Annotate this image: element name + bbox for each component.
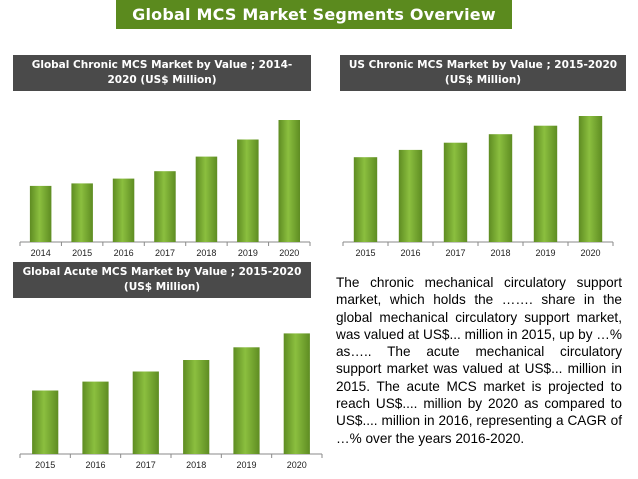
bar-2017 — [443, 142, 468, 242]
bar-2020 — [283, 333, 310, 454]
x-tick-label: 2016 — [114, 248, 134, 258]
x-tick-label: 2017 — [136, 460, 156, 470]
bar-2019 — [237, 139, 259, 242]
bar-2015 — [353, 157, 378, 242]
x-tick-label: 2015 — [72, 248, 92, 258]
x-tick-label: 2016 — [85, 460, 105, 470]
bar-2015 — [32, 390, 59, 454]
page-title: Global MCS Market Segments Overview — [116, 0, 512, 29]
chart-global-acute: 2015 2016 2017 2018 2019 2020 — [19, 333, 323, 470]
bar-2016 — [112, 178, 135, 242]
x-tick-label: 2019 — [238, 248, 258, 258]
x-tick-label: 2015 — [355, 248, 375, 258]
bar-2019 — [533, 125, 558, 242]
bar-2016 — [82, 381, 109, 454]
chart2-title: US Chronic MCS Market by Value ; 2015-20… — [340, 55, 626, 91]
x-tick-label: 2018 — [490, 248, 510, 258]
bar-2015 — [71, 183, 93, 242]
x-tick-label: 2020 — [580, 248, 600, 258]
bar-2018 — [488, 134, 513, 242]
bar-2018 — [195, 156, 218, 242]
x-tick-label: 2019 — [236, 460, 256, 470]
chart-global-chronic: 2014 2015 2016 2017 2018 2019 2020 — [19, 120, 311, 258]
x-tick-label: 2020 — [279, 248, 299, 258]
x-tick-label: 2015 — [35, 460, 55, 470]
x-tick-label: 2018 — [186, 460, 206, 470]
bar-2017 — [154, 171, 176, 242]
x-tick-label: 2018 — [196, 248, 216, 258]
summary-paragraph: The chronic mechanical circulatory suppo… — [336, 275, 622, 446]
chart3-title: Global Acute MCS Market by Value ; 2015-… — [13, 262, 311, 298]
x-tick-label: 2017 — [445, 248, 465, 258]
x-tick-label: 2019 — [535, 248, 555, 258]
bar-2014 — [29, 185, 52, 242]
x-tick-label: 2016 — [400, 248, 420, 258]
chart-us-chronic: 2015 2016 2017 2018 2019 2020 — [342, 116, 614, 258]
x-tick-label: 2014 — [31, 248, 51, 258]
bar-2017 — [132, 371, 159, 454]
bar-2019 — [233, 347, 260, 454]
chart1-title: Global Chronic MCS Market by Value ; 201… — [13, 55, 311, 91]
bar-2020 — [278, 120, 300, 242]
bar-2018 — [183, 360, 210, 454]
bar-2020 — [578, 116, 603, 242]
x-tick-label: 2020 — [287, 460, 307, 470]
bar-2016 — [398, 149, 423, 242]
x-tick-label: 2017 — [155, 248, 175, 258]
